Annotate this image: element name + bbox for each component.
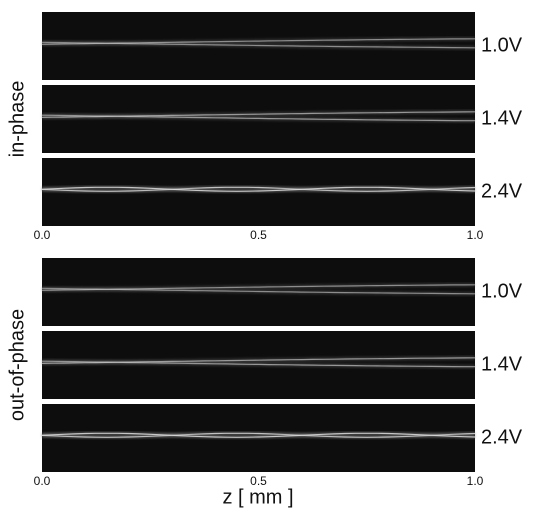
image-panel [41, 158, 476, 226]
beam [41, 284, 476, 291]
image-panel [41, 85, 476, 153]
group-label: in-phase [6, 81, 28, 158]
x-axis-label: z [ mm ] [222, 486, 293, 508]
image-panel [41, 404, 476, 472]
voltage-label: 1.4V [481, 107, 523, 129]
image-panel [41, 12, 476, 80]
beam [41, 432, 476, 438]
beam [41, 357, 476, 364]
voltage-label: 2.4V [481, 426, 523, 448]
x-tick-label: 0.5 [250, 228, 267, 242]
beam [41, 186, 476, 192]
voltage-label: 2.4V [481, 180, 523, 202]
x-tick-label: 1.0 [467, 228, 484, 242]
group-label: out-of-phase [6, 309, 28, 421]
voltage-label: 1.0V [481, 280, 523, 302]
beam [41, 38, 476, 45]
x-tick-label: 0.0 [34, 474, 51, 488]
image-panel [41, 258, 476, 326]
beam [41, 111, 476, 118]
image-panel [41, 331, 476, 399]
beam [41, 186, 476, 192]
voltage-label: 1.4V [481, 353, 523, 375]
x-tick-label: 0.0 [34, 228, 51, 242]
x-tick-label: 0.5 [250, 474, 267, 488]
x-tick-label: 1.0 [467, 474, 484, 488]
voltage-label: 1.0V [481, 34, 523, 56]
beam [41, 432, 476, 438]
